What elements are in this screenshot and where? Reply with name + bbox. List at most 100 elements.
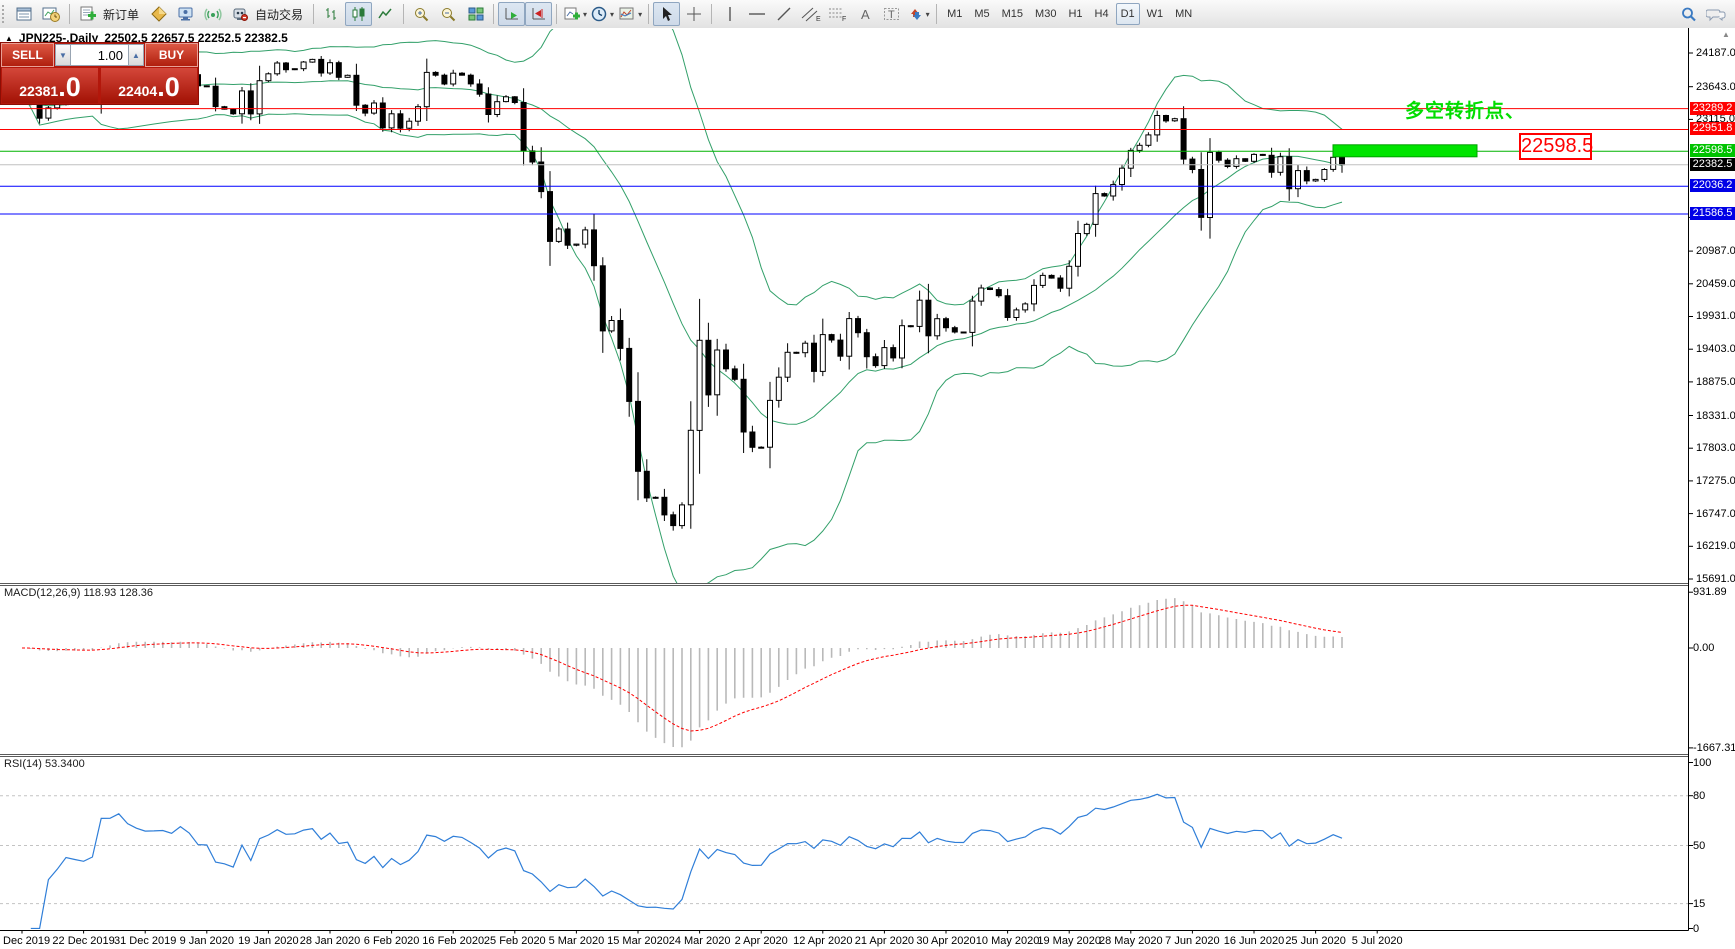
date-label: 2 Apr 2020 xyxy=(734,934,788,947)
svg-text:E: E xyxy=(816,16,821,22)
date-label: 6 Feb 2020 xyxy=(363,934,420,947)
styles-bucket-icon[interactable] xyxy=(145,2,172,26)
timeframe-m1[interactable]: M1 xyxy=(947,8,963,20)
auto-trading-icon[interactable] xyxy=(226,2,253,26)
date-label: 19 Jan 2020 xyxy=(238,934,299,947)
buy-button[interactable]: BUY xyxy=(145,43,198,67)
signals-icon[interactable] xyxy=(199,2,226,26)
timeframe-m5[interactable]: M5 xyxy=(974,8,990,20)
crosshair-icon[interactable] xyxy=(680,2,707,26)
annotation-text[interactable]: 多空转折点、 xyxy=(1405,101,1526,122)
trendline-icon[interactable] xyxy=(770,2,797,26)
timeframe-w1[interactable]: W1 xyxy=(1146,8,1164,20)
date-label: 7 Jun 2020 xyxy=(1165,934,1220,947)
buy-price-box[interactable]: 22404 .0 xyxy=(101,68,197,103)
zoom-in-icon[interactable] xyxy=(408,2,435,26)
price-tick-label: 18331.0 xyxy=(1696,409,1735,422)
annotation-price-box[interactable]: 22598.5 xyxy=(1519,133,1593,160)
new-order-icon[interactable] xyxy=(74,2,101,26)
line-chart-icon[interactable] xyxy=(372,2,399,26)
timeframe-d1[interactable]: D1 xyxy=(1115,3,1140,25)
toolbar-separator xyxy=(556,4,558,24)
auto-scroll-icon[interactable] xyxy=(498,2,526,26)
sell-button[interactable]: SELL xyxy=(1,43,54,67)
date-label: 16 Feb 2020 xyxy=(422,934,485,947)
macd-label: MACD(12,26,9) 118.93 128.36 xyxy=(4,587,153,599)
candlestick-chart-icon[interactable] xyxy=(345,2,373,26)
date-label: 5 Jul 2020 xyxy=(1351,934,1403,947)
date-label: 21 Apr 2020 xyxy=(854,934,915,947)
date-label: 25 Jun 2020 xyxy=(1285,934,1346,947)
one-click-trading-panel: SELL ▼ 1.00 ▲ BUY 22381 .0 22404 .0 xyxy=(0,42,199,105)
date-label: 24 Mar 2020 xyxy=(668,934,731,947)
date-label: 19 May 2020 xyxy=(1037,934,1101,947)
volume-input[interactable]: 1.00 xyxy=(71,44,128,66)
date-label: 9 Jan 2020 xyxy=(179,934,235,947)
new-order-label[interactable]: 新订单 xyxy=(103,7,140,22)
buy-price-dec: .0 xyxy=(157,72,180,102)
rsi-axis-label: 50 xyxy=(1693,839,1706,852)
timeframe-m15[interactable]: M15 xyxy=(1001,8,1024,20)
tile-windows-icon[interactable] xyxy=(462,2,489,26)
fibonacci-icon[interactable]: F xyxy=(824,2,851,26)
templates-icon[interactable]: ▾ xyxy=(616,2,644,26)
text-icon[interactable]: A xyxy=(851,2,878,26)
chevron-down-icon: ▾ xyxy=(638,9,643,19)
timeframe-h1[interactable]: H1 xyxy=(1068,8,1083,20)
volume-decrease-button[interactable]: ▼ xyxy=(55,44,71,66)
timeframe-mn[interactable]: MN xyxy=(1175,8,1193,20)
chat-icon[interactable] xyxy=(1702,2,1729,26)
price-tick-label: 20459.0 xyxy=(1696,277,1735,290)
market-watch-icon[interactable] xyxy=(11,2,38,26)
collapse-arrow-icon[interactable]: ▲ xyxy=(5,33,13,43)
price-tick-label: 23643.0 xyxy=(1696,80,1735,93)
date-label: 30 Apr 2020 xyxy=(916,934,976,947)
toolbar: 新订单 自动交易 xyxy=(0,0,1735,29)
date-label: 12 Apr 2020 xyxy=(793,934,853,947)
bar-chart-icon[interactable] xyxy=(318,2,345,26)
date-label: 28 Jan 2020 xyxy=(299,934,361,947)
chart-shift-icon[interactable] xyxy=(525,2,553,26)
rsi-axis-label: 15 xyxy=(1693,897,1706,910)
auto-trading-label[interactable]: 自动交易 xyxy=(255,7,304,22)
toolbar-separator xyxy=(69,4,70,24)
date-label: 10 May 2020 xyxy=(975,934,1040,947)
volume-increase-button[interactable]: ▲ xyxy=(128,44,144,66)
sell-price-int: 22381 xyxy=(19,83,59,99)
toolbar-separator xyxy=(403,4,405,24)
periods-icon[interactable]: ▾ xyxy=(589,2,616,26)
algo-monitor-icon[interactable] xyxy=(172,2,199,26)
date-label: 5 Mar 2020 xyxy=(548,934,605,947)
strategy-tester-icon[interactable] xyxy=(38,2,65,26)
cursor-icon[interactable] xyxy=(653,2,681,26)
timeframe-h4[interactable]: H4 xyxy=(1094,8,1109,20)
timeframe-m30[interactable]: M30 xyxy=(1035,8,1057,20)
sell-price-box[interactable]: 22381 .0 xyxy=(2,68,98,103)
ohlc-values: 22502.5 22657.5 22252.5 22382.5 xyxy=(104,31,288,45)
arrows-icon[interactable]: ▾ xyxy=(905,2,932,26)
vertical-line-icon[interactable] xyxy=(716,2,743,26)
price-tick-label: 17803.0 xyxy=(1696,442,1735,455)
equidistant-channel-icon[interactable]: E xyxy=(797,2,824,26)
chevron-down-icon: ▾ xyxy=(583,9,588,19)
toolbar-separator xyxy=(711,4,713,24)
indicators-icon[interactable]: ▾ xyxy=(561,2,589,26)
toolbar-separator xyxy=(313,4,315,24)
toolbar-right-group xyxy=(1675,2,1729,26)
horizontal-line-icon[interactable] xyxy=(743,2,770,26)
chart-title: ▲ JPN225-,Daily 22502.5 22657.5 22252.5 … xyxy=(5,31,288,45)
symbol-period-label: JPN225-,Daily xyxy=(18,31,99,45)
date-label: 25 Feb 2020 xyxy=(483,934,546,947)
chart-canvas[interactable] xyxy=(0,28,1735,949)
zoom-out-icon[interactable] xyxy=(435,2,462,26)
toolbar-separator xyxy=(493,4,495,24)
chevron-down-icon: ▾ xyxy=(610,9,615,19)
svg-text:F: F xyxy=(842,16,846,22)
search-icon[interactable] xyxy=(1675,2,1702,26)
macd-axis-label: 0.00 xyxy=(1693,642,1715,654)
date-label: 15 Mar 2020 xyxy=(607,934,669,947)
scroll-up-icon[interactable]: ▲ xyxy=(1722,30,1730,39)
text-label-icon[interactable]: T xyxy=(878,2,905,26)
svg-text:T: T xyxy=(888,9,895,21)
